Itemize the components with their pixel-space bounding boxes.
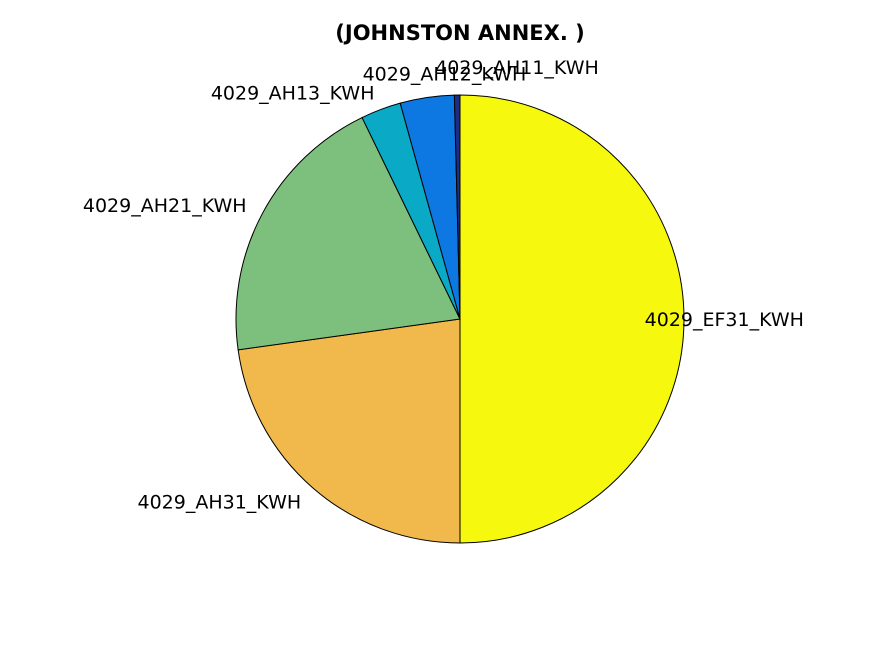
pie-label-4029-ah13-kwh: 4029_AH13_KWH — [211, 83, 375, 105]
pie-label-4029-ah21-kwh: 4029_AH21_KWH — [83, 195, 247, 217]
pie-slice-4029-ef31-kwh — [459, 94, 685, 544]
pie-label-4029-ah31-kwh: 4029_AH31_KWH — [137, 491, 301, 513]
chart-title: (JOHNSTON ANNEX. ) — [335, 21, 584, 45]
pie-label-4029-ef31-kwh: 4029_EF31_KWH — [645, 309, 804, 331]
pie-label-4029-ah12-kwh: 4029_AH12_KWH — [363, 64, 527, 86]
pie-slices — [235, 94, 685, 544]
pie-slice-4029-ah31-kwh — [237, 318, 461, 544]
pie-slice-4029-ah21-kwh — [235, 116, 461, 351]
pie-label-4029-ah11-kwh: 4029_AH11_KWH — [435, 57, 599, 79]
pie-slice-4029-ah11-kwh — [453, 94, 461, 320]
pie-labels: 4029_EF31_KWH 4029_AH31_KWH 4029_AH21_KWH 4… — [83, 57, 804, 513]
